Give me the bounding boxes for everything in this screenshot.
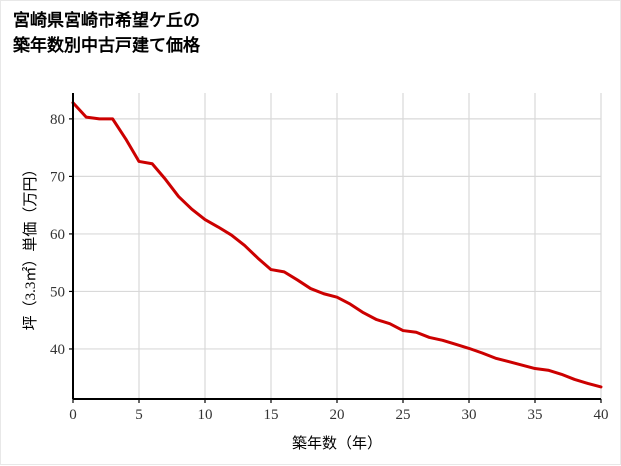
series-line-坪単価	[71, 101, 603, 389]
x-axis-label: 築年数（年）	[292, 434, 382, 452]
x-tick-labels: 0 5 10 15 20 25 30 35 40	[69, 399, 609, 423]
grid-lines	[73, 93, 602, 399]
y-tick-label: 80	[50, 112, 65, 128]
x-tick-label: 10	[198, 407, 213, 423]
x-tick-label: 15	[264, 407, 279, 423]
y-tick-label: 40	[50, 342, 65, 358]
y-axis-label: 坪（3.3㎡）単価（万円）	[22, 162, 39, 331]
x-tick-label: 0	[69, 407, 77, 423]
x-tick-label: 35	[528, 407, 543, 423]
x-tick-label: 5	[135, 407, 143, 423]
data-series-line	[71, 101, 603, 389]
x-tick-label: 20	[330, 407, 345, 423]
x-tick-label: 25	[396, 407, 411, 423]
y-tick-label: 60	[50, 227, 65, 243]
chart-title: 宮崎県宮崎市希望ケ丘の 築年数別中古戸建て価格	[13, 11, 200, 55]
x-tick-label: 30	[462, 407, 477, 423]
y-tick-label: 70	[50, 169, 65, 185]
y-tick-labels: 40 50 60 70 80	[50, 112, 73, 358]
x-tick-label: 40	[594, 407, 609, 423]
y-tick-label: 50	[50, 284, 65, 300]
